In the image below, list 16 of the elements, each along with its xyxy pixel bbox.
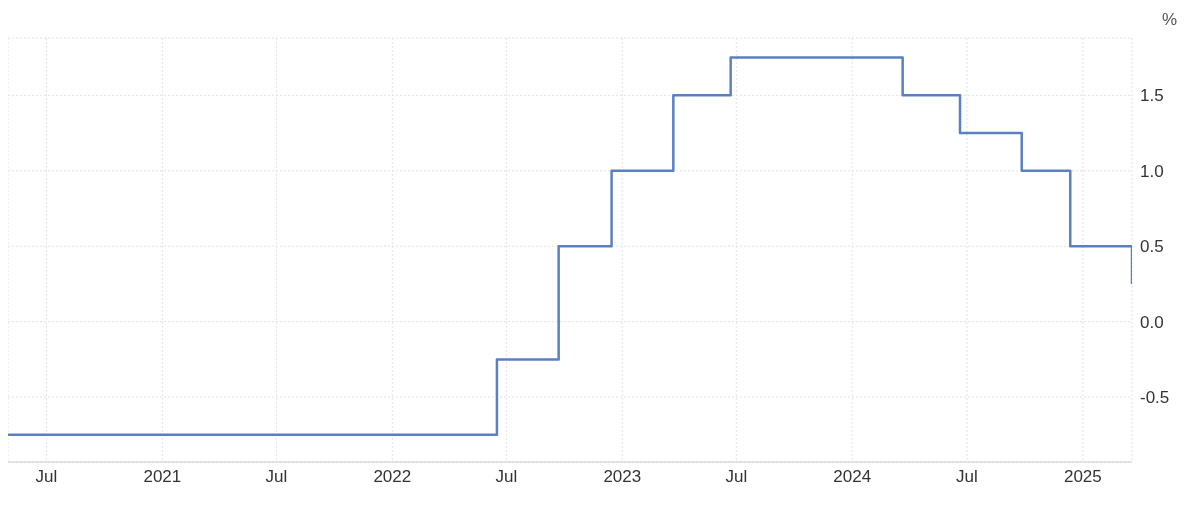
x-tick-label: Jul bbox=[495, 467, 518, 487]
y-tick-label: 0.5 bbox=[1140, 237, 1164, 257]
x-tick-label: Jul bbox=[956, 467, 978, 487]
x-tick-label: 2021 bbox=[143, 467, 182, 487]
x-tick-label: Jul bbox=[725, 467, 748, 487]
y-tick-label: 0.0 bbox=[1140, 312, 1164, 332]
y-tick-label: 1.5 bbox=[1140, 86, 1164, 106]
x-tick-label: 2023 bbox=[603, 467, 642, 487]
x-tick-label: 2022 bbox=[373, 467, 412, 487]
x-tick-label: 2025 bbox=[1063, 467, 1102, 487]
y-tick-label: 1.0 bbox=[1140, 161, 1164, 181]
x-tick-label: Jul bbox=[265, 467, 288, 487]
y-axis-title: % bbox=[1161, 10, 1177, 30]
y-tick-label: -0.5 bbox=[1140, 388, 1170, 408]
x-tick-label: Jul bbox=[35, 467, 58, 487]
x-tick-label: 2024 bbox=[833, 467, 872, 487]
